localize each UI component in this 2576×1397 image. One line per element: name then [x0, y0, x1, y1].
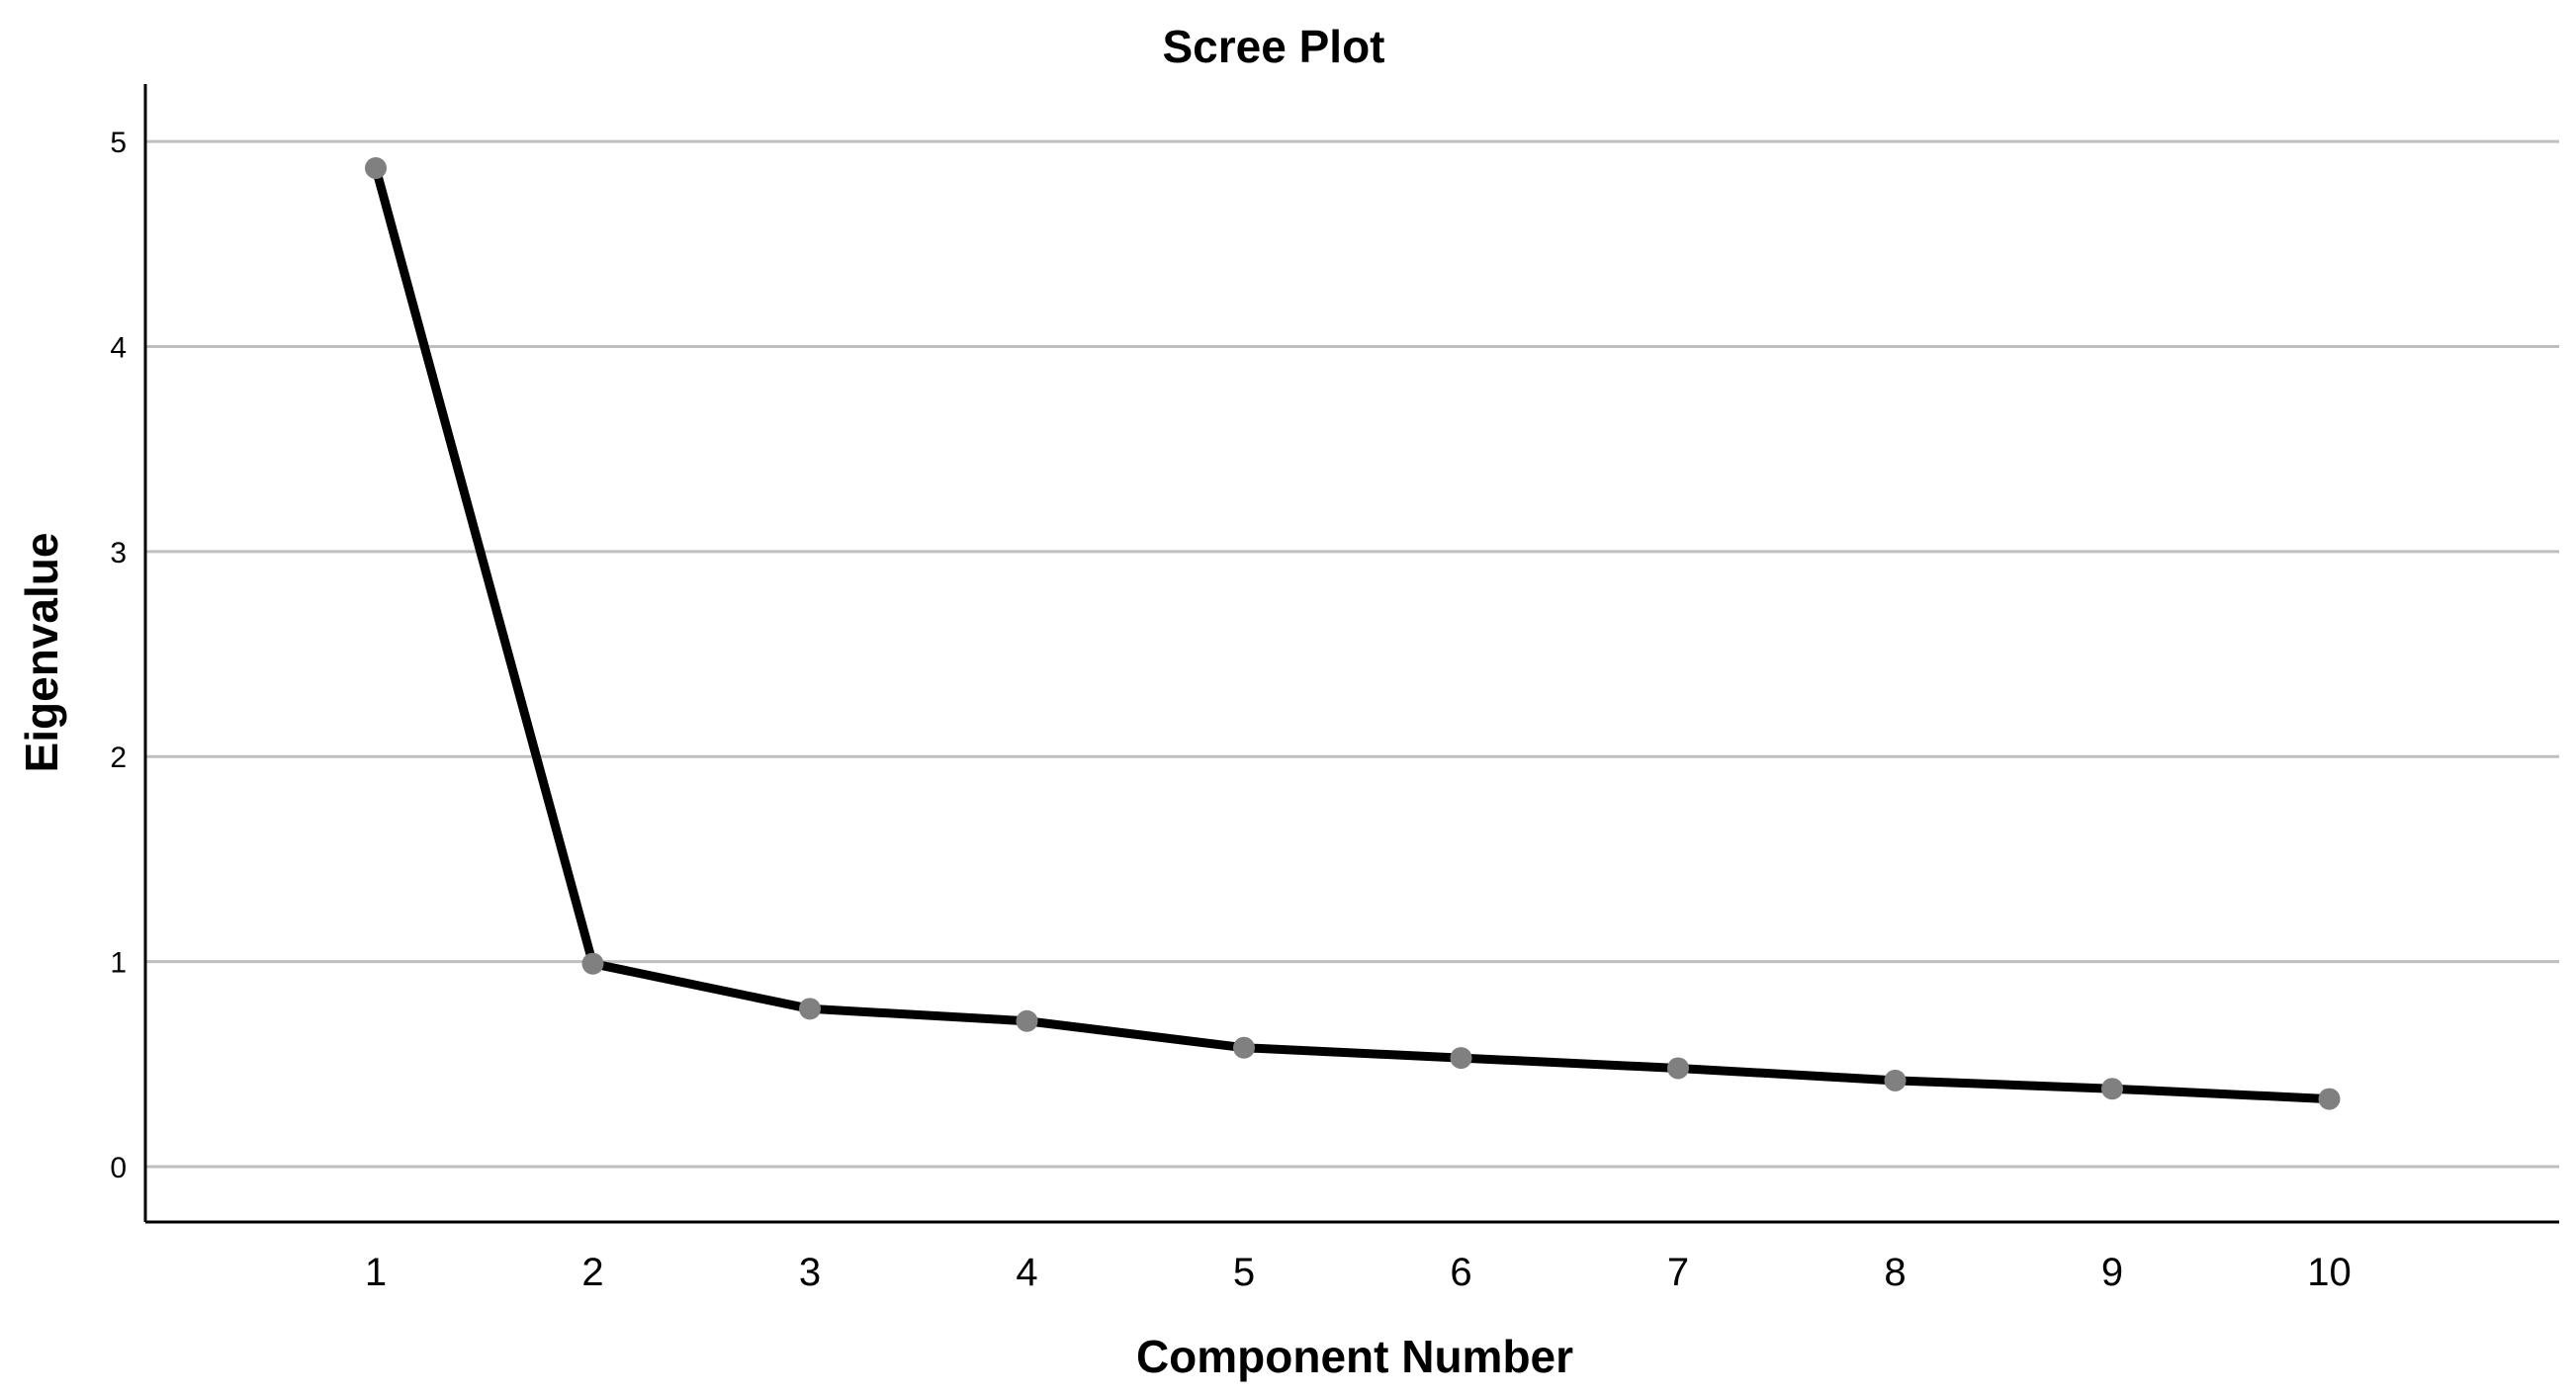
data-point — [2318, 1088, 2341, 1110]
chart-title: Scree Plot — [1163, 21, 1385, 72]
data-point — [581, 952, 604, 975]
data-point — [1450, 1047, 1472, 1070]
data-point — [1016, 1009, 1038, 1032]
x-axis-title: Component Number — [1136, 1331, 1573, 1382]
x-tick-label: 3 — [799, 1251, 821, 1294]
x-tick-label: 10 — [2307, 1251, 2352, 1294]
data-points — [365, 157, 2341, 1110]
gridlines — [145, 139, 2559, 1169]
y-tick-label: 0 — [110, 1152, 127, 1184]
y-tick-label: 5 — [110, 127, 127, 159]
data-point — [1884, 1069, 1907, 1091]
x-tick-label: 6 — [1450, 1251, 1471, 1294]
y-tick-label: 1 — [110, 947, 127, 980]
x-tick-labels: 1 2 3 4 5 6 7 8 9 10 — [365, 1251, 2352, 1294]
data-point — [1667, 1057, 1689, 1080]
data-point — [2101, 1078, 2123, 1100]
x-tick-label: 9 — [2101, 1251, 2123, 1294]
axes — [143, 84, 2559, 1224]
y-tick-label: 4 — [110, 331, 127, 364]
data-point — [1233, 1036, 1255, 1059]
x-tick-label: 4 — [1016, 1251, 1037, 1294]
x-tick-label: 2 — [581, 1251, 603, 1294]
y-tick-label: 3 — [110, 537, 127, 569]
series — [371, 163, 2334, 1104]
x-tick-label: 8 — [1884, 1251, 1906, 1294]
x-tick-label: 7 — [1667, 1251, 1689, 1294]
y-axis-title: Eigenvalue — [16, 533, 67, 773]
x-tick-label: 1 — [365, 1251, 387, 1294]
data-point — [365, 157, 387, 180]
series-line — [371, 163, 2334, 1104]
x-tick-label: 5 — [1233, 1251, 1255, 1294]
y-tick-labels: 0 1 2 3 4 5 — [110, 127, 127, 1184]
data-point — [799, 998, 821, 1020]
y-tick-label: 2 — [110, 742, 127, 774]
